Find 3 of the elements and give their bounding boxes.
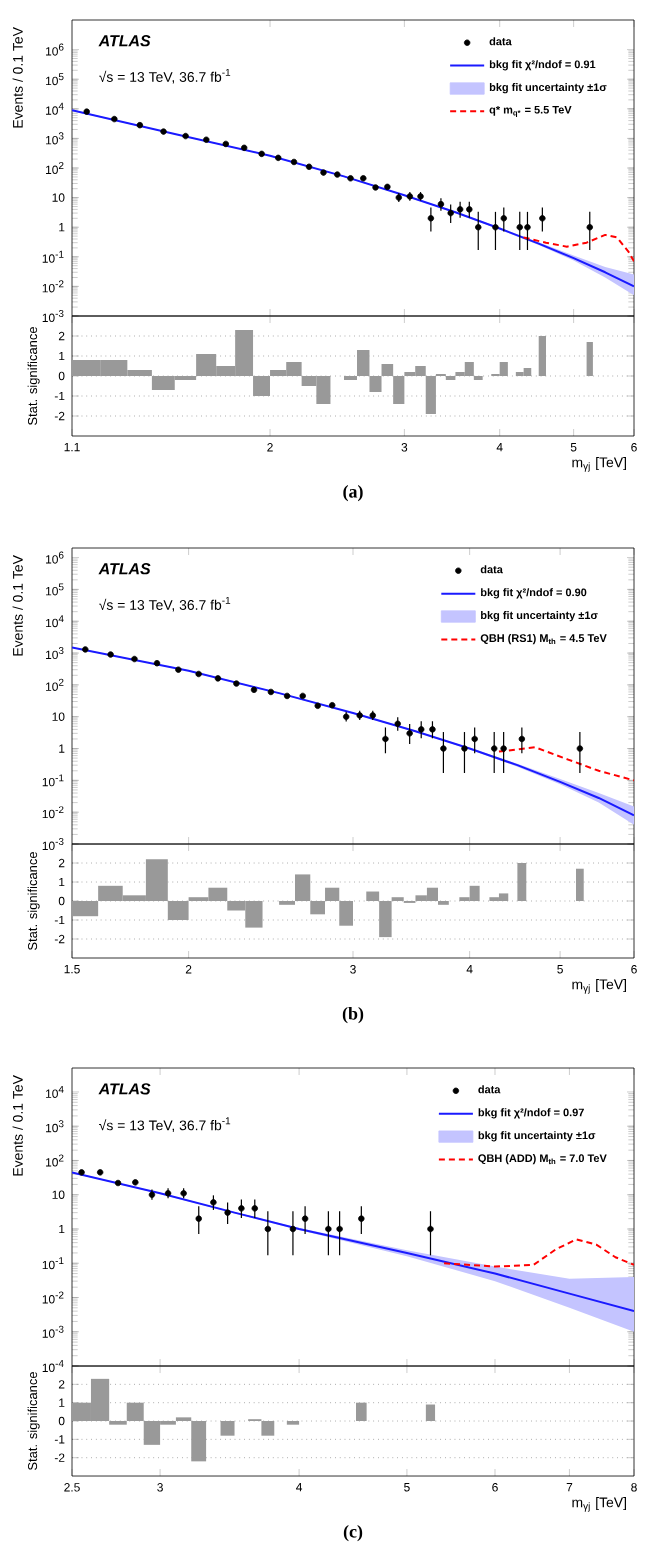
text: (c) bbox=[343, 1525, 363, 1542]
text: (b) bbox=[342, 1007, 364, 1024]
text: (a) bbox=[343, 485, 363, 502]
